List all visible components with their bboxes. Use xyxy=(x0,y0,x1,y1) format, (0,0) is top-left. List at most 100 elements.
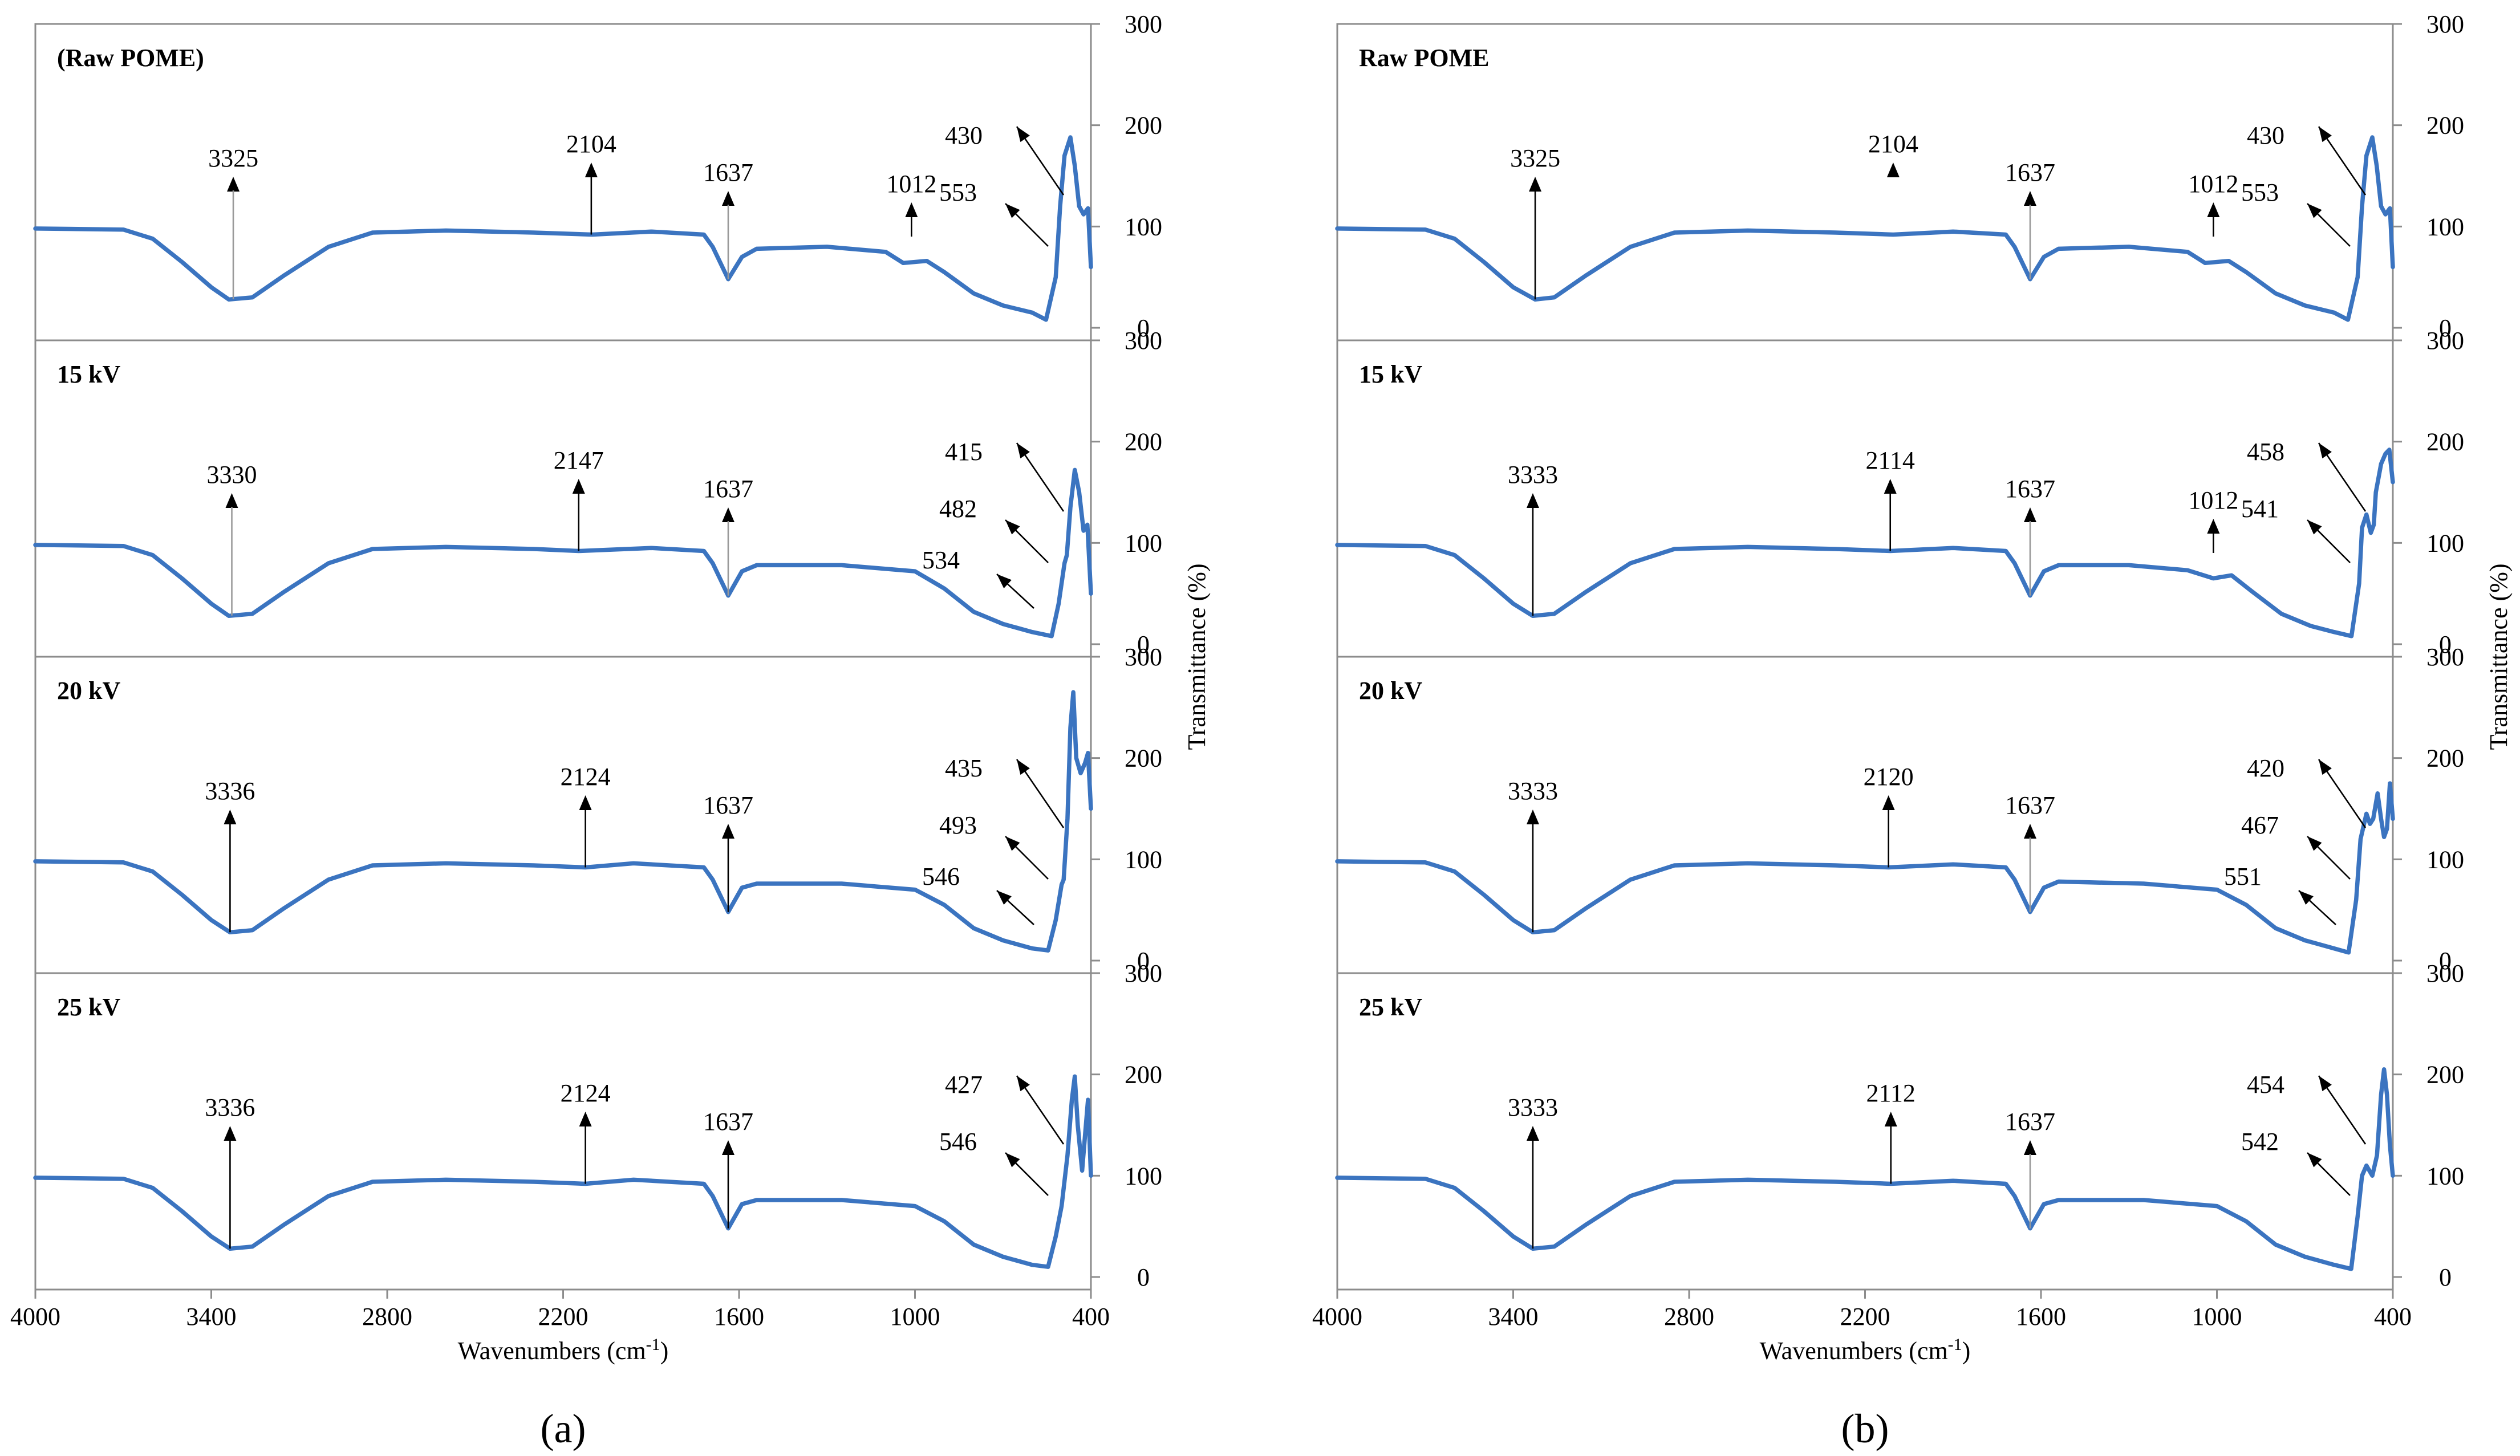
spectrum-line xyxy=(33,690,1093,953)
spectrum-line xyxy=(1335,781,2395,955)
x-tick-label: 2200 xyxy=(538,1303,589,1331)
y-tick-label: 300 xyxy=(1125,643,1162,671)
peak-label: 2104 xyxy=(1868,130,1918,158)
panel-title: 15 kV xyxy=(1359,360,1422,388)
panel-title: Raw POME xyxy=(1359,44,1490,72)
y-axis-label: Transmittance (%) xyxy=(2485,563,2513,750)
spectrum-line xyxy=(1335,448,2395,638)
x-tick-label: 2800 xyxy=(362,1303,412,1331)
peak-label: 1637 xyxy=(2005,1108,2055,1136)
peak-label: 3333 xyxy=(1508,777,1558,805)
panel-a-1: 0 100 200 300 (Raw POME) 3325 2104 1637 1012 430 5… xyxy=(33,10,1162,342)
peak-label: 2114 xyxy=(1866,446,1915,474)
x-axis-label-main: Wavenumbers (cm xyxy=(1760,1337,1948,1365)
panel-frame xyxy=(34,656,1092,974)
pointer-label: 553 xyxy=(939,178,977,206)
pointer-label: 420 xyxy=(2247,754,2284,782)
pointer-label: 482 xyxy=(939,495,977,523)
arrow-head xyxy=(721,1140,735,1155)
y-tick-label: 0 xyxy=(1137,314,1150,342)
pointer-arrow-head xyxy=(2299,890,2314,905)
x-tick-label: 400 xyxy=(2374,1303,2412,1331)
y-tick-label: 0 xyxy=(1137,1263,1150,1291)
y-tick-label: 300 xyxy=(2426,10,2464,38)
arrow-head xyxy=(572,479,585,494)
pointer-arrow-head xyxy=(1017,443,1030,459)
x-tick-label: 4000 xyxy=(1312,1303,1362,1331)
peak-label: 2112 xyxy=(1866,1079,1916,1107)
x-tick-label: 2800 xyxy=(1664,1303,1714,1331)
x-axis-label-sup: -1 xyxy=(1948,1335,1962,1354)
pointer-label: 430 xyxy=(945,121,983,149)
x-tick-label: 2200 xyxy=(1840,1303,1890,1331)
arrow-head xyxy=(579,795,592,810)
panel-title: 20 kV xyxy=(57,677,120,705)
y-tick-label: 100 xyxy=(2426,529,2464,557)
arrow-head xyxy=(1526,810,1539,824)
pointer-arrow-head xyxy=(1005,204,1020,218)
peak-label: 1637 xyxy=(2005,158,2055,186)
arrow-head xyxy=(1886,162,1900,177)
y-tick-label: 300 xyxy=(1125,10,1162,38)
peak-label: 2104 xyxy=(566,130,616,158)
x-tick-label: 3400 xyxy=(186,1303,237,1331)
pointer-arrow-head xyxy=(1017,1076,1030,1092)
pointer-label: 546 xyxy=(939,1128,977,1156)
spectrum-line xyxy=(1335,135,2395,322)
panel-frame xyxy=(1336,972,2394,1291)
arrow-head xyxy=(2207,519,2220,534)
x-tick-label: 3400 xyxy=(1488,1303,1539,1331)
figure-a: 0 100 200 300 (Raw POME) 3325 2104 1637 1012 430 5… xyxy=(10,10,1211,1451)
panel-b-3: 0 100 200 300 20 kV 3333 2120 1637 420 467 551 xyxy=(1335,643,2464,975)
x-axis-label: Wavenumbers (cm-1) xyxy=(458,1335,669,1365)
peak-label: 1637 xyxy=(2005,791,2055,819)
peak-label: 1012 xyxy=(886,170,936,198)
y-tick-label: 100 xyxy=(2426,213,2464,241)
peak-label: 1012 xyxy=(2188,486,2238,514)
y-axis-label: Transmittance (%) xyxy=(1183,563,1211,750)
y-tick-label: 0 xyxy=(2439,631,2452,658)
x-tick-label: 1600 xyxy=(2016,1303,2066,1331)
pointer-label: 551 xyxy=(2224,863,2262,890)
y-tick-label: 300 xyxy=(2426,959,2464,987)
x-tick-label: 4000 xyxy=(10,1303,60,1331)
y-tick-label: 300 xyxy=(1125,327,1162,355)
pointer-arrow-head xyxy=(2307,204,2322,218)
spectrum-line xyxy=(1335,1067,2395,1271)
pointer-label: 541 xyxy=(2241,495,2279,523)
peak-label: 1637 xyxy=(703,1108,753,1136)
peak-label: 3325 xyxy=(1510,144,1560,172)
arrow-head xyxy=(579,1112,592,1126)
figure-caption: (b) xyxy=(1841,1406,1889,1451)
pointer-arrow-head xyxy=(1005,836,1020,851)
arrow-head xyxy=(1526,493,1539,508)
x-axis-label-main: Wavenumbers (cm xyxy=(458,1337,646,1365)
spectrum-line xyxy=(33,135,1093,322)
peak-label: 3336 xyxy=(205,777,255,805)
x-axis-label-tail: ) xyxy=(660,1337,669,1365)
x-tick-label: 1000 xyxy=(2192,1303,2242,1331)
arrow-head xyxy=(1529,177,1542,192)
panel-frame xyxy=(34,339,1092,658)
arrow-head xyxy=(225,493,238,508)
arrow-head xyxy=(1884,1112,1897,1126)
peak-label: 1637 xyxy=(703,158,753,186)
peak-label: 3330 xyxy=(206,461,257,489)
arrow-head xyxy=(2023,507,2036,522)
y-tick-label: 200 xyxy=(2426,112,2464,140)
y-tick-label: 200 xyxy=(1125,112,1162,140)
pointer-arrow-head xyxy=(2319,1076,2332,1092)
panel-title: 25 kV xyxy=(57,993,120,1021)
peak-label: 2124 xyxy=(561,763,611,791)
peak-label: 1637 xyxy=(703,791,753,819)
panel-title: 25 kV xyxy=(1359,993,1422,1021)
y-tick-label: 300 xyxy=(2426,643,2464,671)
peak-label: 3325 xyxy=(208,144,258,172)
y-tick-label: 300 xyxy=(2426,327,2464,355)
y-tick-label: 200 xyxy=(2426,428,2464,456)
pointer-label: 435 xyxy=(945,754,983,782)
spectrum-line xyxy=(33,1074,1093,1269)
arrow-head xyxy=(2023,824,2036,839)
arrow-head xyxy=(1884,479,1897,494)
arrow-head xyxy=(721,191,735,206)
